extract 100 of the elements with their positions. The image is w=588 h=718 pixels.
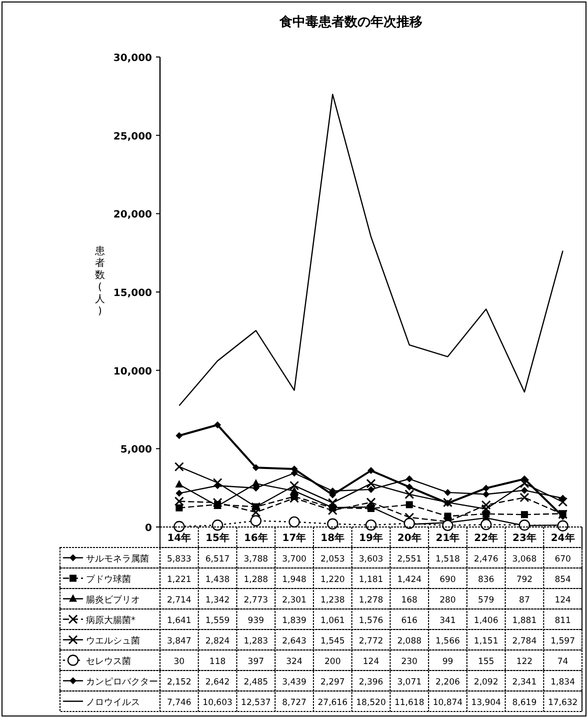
- point: [368, 467, 374, 474]
- point: [559, 494, 566, 502]
- point: [557, 520, 568, 532]
- data-label: 2,301: [282, 596, 306, 606]
- legend-label: ノロウイルス: [86, 698, 140, 708]
- data-label: 6,517: [205, 554, 230, 564]
- x-tick-label: 18年: [320, 532, 345, 544]
- data-label: 8,619: [512, 698, 537, 708]
- data-label: 1,948: [282, 575, 306, 585]
- y-tick-label: 15,000: [113, 288, 152, 299]
- point: [212, 498, 222, 508]
- data-label: 1,839: [282, 616, 306, 626]
- point: [174, 462, 184, 472]
- data-label: 1,518: [436, 554, 460, 564]
- data-label: 87: [519, 596, 530, 606]
- data-label: 2,476: [474, 554, 498, 564]
- data-label: 1,834: [550, 678, 575, 688]
- data-label: 2,551: [397, 554, 422, 564]
- data-label: 1,278: [358, 596, 384, 606]
- data-label: 792: [516, 575, 533, 585]
- point: [290, 493, 300, 503]
- data-label: 324: [286, 657, 302, 667]
- point: [406, 484, 413, 491]
- point: [520, 475, 528, 482]
- point: [175, 480, 184, 488]
- x-tick-label: 16年: [244, 532, 268, 544]
- legend-label: 病原大腸菌*: [86, 615, 136, 626]
- point: [327, 518, 338, 530]
- point: [520, 486, 528, 494]
- point: [481, 504, 491, 514]
- point: [404, 490, 414, 500]
- point: [366, 498, 376, 508]
- data-label: 280: [440, 596, 456, 606]
- data-label: 30: [174, 657, 185, 667]
- data-label: 1,288: [244, 575, 268, 585]
- data-label: 155: [478, 657, 494, 667]
- x-tick-label: 23年: [512, 532, 536, 544]
- data-label: 2,714: [167, 596, 192, 606]
- data-label: 341: [440, 616, 456, 626]
- x-tick-label: 21年: [436, 532, 460, 544]
- point: [406, 475, 413, 482]
- data-label: 836: [478, 575, 494, 585]
- data-label: 854: [554, 575, 571, 585]
- data-label: 27,616: [318, 698, 348, 708]
- data-label: 1,597: [550, 636, 575, 646]
- data-label: 5,833: [167, 554, 192, 564]
- data-label: 1,641: [167, 616, 192, 626]
- data-label: 124: [362, 657, 380, 667]
- y-axis-title: 患者数(人): [94, 245, 105, 317]
- point: [290, 486, 298, 494]
- data-label: 2,643: [282, 636, 306, 646]
- x-tick-label: 17年: [282, 532, 306, 544]
- data-label: 1,151: [474, 636, 498, 646]
- data-label: 1,576: [358, 616, 384, 626]
- y-tick-label: 5,000: [120, 444, 152, 456]
- data-label: 1,181: [358, 575, 384, 585]
- point: [174, 496, 184, 506]
- data-label: 3,847: [167, 636, 192, 646]
- data-label: 1,881: [512, 616, 537, 626]
- point: [176, 490, 183, 497]
- legend-label: ウエルシュ菌: [86, 636, 140, 646]
- point: [482, 484, 490, 492]
- data-label: 3,439: [282, 678, 306, 688]
- data-label: 122: [516, 657, 533, 667]
- point: [288, 516, 300, 528]
- point: [212, 520, 224, 531]
- data-label: 1,566: [436, 636, 460, 646]
- y-tick-label: 20,000: [113, 210, 152, 221]
- point: [174, 520, 185, 532]
- data-label: 7,746: [167, 698, 192, 708]
- data-label: 2,088: [397, 636, 422, 646]
- data-label: 12,537: [241, 698, 271, 708]
- data-label: 2,784: [512, 636, 537, 646]
- point: [520, 511, 528, 518]
- data-label: 10,874: [432, 698, 463, 708]
- point: [214, 421, 222, 428]
- data-label: 670: [554, 554, 571, 564]
- x-tick-label: 15年: [206, 532, 230, 544]
- point: [365, 519, 377, 531]
- data-label: 124: [554, 596, 571, 606]
- data-label: 616: [401, 616, 418, 626]
- point: [252, 464, 260, 472]
- point: [444, 488, 452, 496]
- data-label: 939: [248, 616, 264, 626]
- point: [520, 492, 530, 502]
- chart-title: 食中毒患者数の年次推移: [278, 14, 422, 30]
- y-tick-label: 10,000: [113, 366, 152, 378]
- point: [520, 478, 530, 488]
- data-label: 8,727: [282, 698, 306, 708]
- y-tick-label: 0: [145, 523, 152, 534]
- data-label: 1,438: [205, 575, 230, 585]
- point: [176, 504, 183, 512]
- data-label: 99: [442, 657, 454, 667]
- data-label: 3,788: [244, 554, 268, 564]
- legend-label: サルモネラ属菌: [86, 554, 149, 564]
- data-label: 1,220: [320, 575, 345, 585]
- data-label: 1,283: [244, 636, 268, 646]
- data-label: 2,396: [358, 678, 384, 688]
- data-label: 690: [440, 575, 456, 585]
- legend-label: ブドウ球菌: [86, 574, 131, 585]
